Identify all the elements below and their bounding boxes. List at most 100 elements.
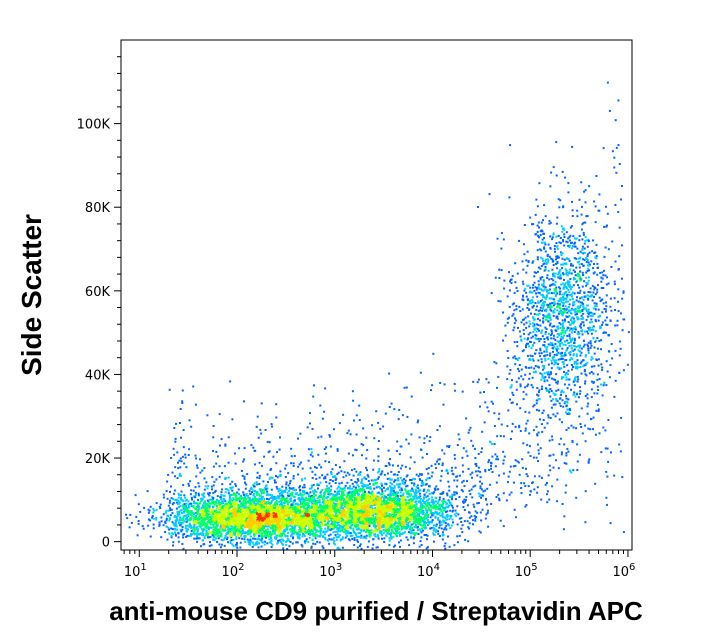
data-point xyxy=(376,505,379,508)
data-point xyxy=(431,471,434,474)
data-point xyxy=(379,527,382,530)
data-point xyxy=(200,532,203,535)
data-point xyxy=(247,506,250,509)
data-point xyxy=(249,503,252,506)
data-point xyxy=(372,543,375,546)
data-point xyxy=(246,522,249,525)
data-point xyxy=(336,504,339,507)
data-point xyxy=(202,521,204,524)
data-point xyxy=(257,528,260,531)
data-point xyxy=(407,523,410,526)
data-point xyxy=(206,506,209,509)
data-point xyxy=(399,532,402,535)
data-point xyxy=(266,528,269,531)
data-point xyxy=(240,534,243,537)
data-point xyxy=(292,529,295,532)
data-point xyxy=(270,525,273,528)
data-point xyxy=(456,541,459,544)
data-point xyxy=(182,505,185,508)
data-point xyxy=(255,529,258,532)
data-point xyxy=(426,538,428,541)
data-point xyxy=(276,520,279,523)
data-point xyxy=(278,534,281,537)
data-point xyxy=(470,488,473,491)
data-point xyxy=(361,478,364,481)
data-point xyxy=(270,510,273,512)
data-point xyxy=(403,499,406,502)
data-point xyxy=(245,519,248,522)
data-point xyxy=(490,503,493,505)
data-point xyxy=(369,519,372,522)
data-point xyxy=(273,504,276,507)
data-point xyxy=(256,512,258,515)
data-point xyxy=(287,510,290,513)
data-point xyxy=(325,518,328,521)
data-point xyxy=(288,516,290,519)
data-point xyxy=(296,502,299,505)
data-point xyxy=(433,540,435,543)
data-point xyxy=(191,498,193,501)
data-point xyxy=(204,504,207,507)
data-point xyxy=(227,531,230,533)
data-point xyxy=(298,530,301,533)
data-point xyxy=(271,494,274,497)
data-point xyxy=(162,513,165,516)
data-point xyxy=(215,502,218,505)
data-point xyxy=(340,522,343,525)
data-point xyxy=(418,545,421,548)
data-point xyxy=(359,506,362,509)
data-point xyxy=(215,525,218,528)
data-point xyxy=(198,505,201,508)
data-point xyxy=(443,528,446,531)
data-point xyxy=(216,512,219,515)
data-point xyxy=(432,499,435,502)
data-point xyxy=(274,507,277,510)
data-point xyxy=(285,506,287,509)
data-point xyxy=(216,528,218,531)
data-point xyxy=(374,500,377,503)
data-point xyxy=(304,503,307,506)
data-point xyxy=(329,509,332,512)
data-point xyxy=(232,529,235,532)
data-point xyxy=(200,508,203,511)
data-point xyxy=(269,497,272,499)
data-point xyxy=(175,517,178,520)
data-point xyxy=(305,524,308,527)
data-point xyxy=(272,517,275,520)
data-point xyxy=(336,521,339,524)
data-point xyxy=(353,489,356,492)
data-point xyxy=(224,523,227,526)
data-point xyxy=(451,494,454,496)
data-point xyxy=(390,516,393,519)
data-point xyxy=(437,500,440,503)
data-point xyxy=(322,523,325,526)
data-point xyxy=(155,502,158,505)
data-point xyxy=(344,484,347,487)
data-point xyxy=(315,506,318,509)
data-point xyxy=(278,524,281,527)
data-point xyxy=(475,516,478,518)
data-point xyxy=(307,508,310,511)
data-point xyxy=(235,536,238,539)
data-point xyxy=(189,525,192,528)
data-point xyxy=(410,482,413,485)
data-point xyxy=(204,525,207,528)
data-point xyxy=(238,520,241,523)
data-point xyxy=(282,530,285,533)
data-point xyxy=(197,528,200,531)
data-point xyxy=(332,480,334,483)
data-point xyxy=(270,513,273,516)
data-point xyxy=(334,543,336,546)
data-point xyxy=(258,503,261,506)
data-point xyxy=(230,539,233,542)
data-point xyxy=(305,499,308,502)
data-point xyxy=(444,526,447,529)
data-point xyxy=(219,525,222,528)
data-point xyxy=(320,510,323,512)
data-point xyxy=(350,505,353,508)
data-point xyxy=(453,491,456,494)
data-point xyxy=(246,515,249,518)
data-point xyxy=(292,532,295,535)
data-point xyxy=(315,513,318,516)
data-point xyxy=(193,537,196,540)
